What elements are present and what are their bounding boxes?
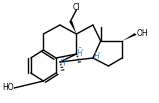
Text: HO: HO xyxy=(2,84,14,92)
Polygon shape xyxy=(122,33,137,41)
Text: $\bar{H}$: $\bar{H}$ xyxy=(59,57,67,69)
Text: OH: OH xyxy=(136,29,148,38)
Text: Cl: Cl xyxy=(73,3,80,12)
Text: H: H xyxy=(94,52,100,61)
Text: $\bar{H}$: $\bar{H}$ xyxy=(76,47,84,59)
Polygon shape xyxy=(69,21,76,34)
